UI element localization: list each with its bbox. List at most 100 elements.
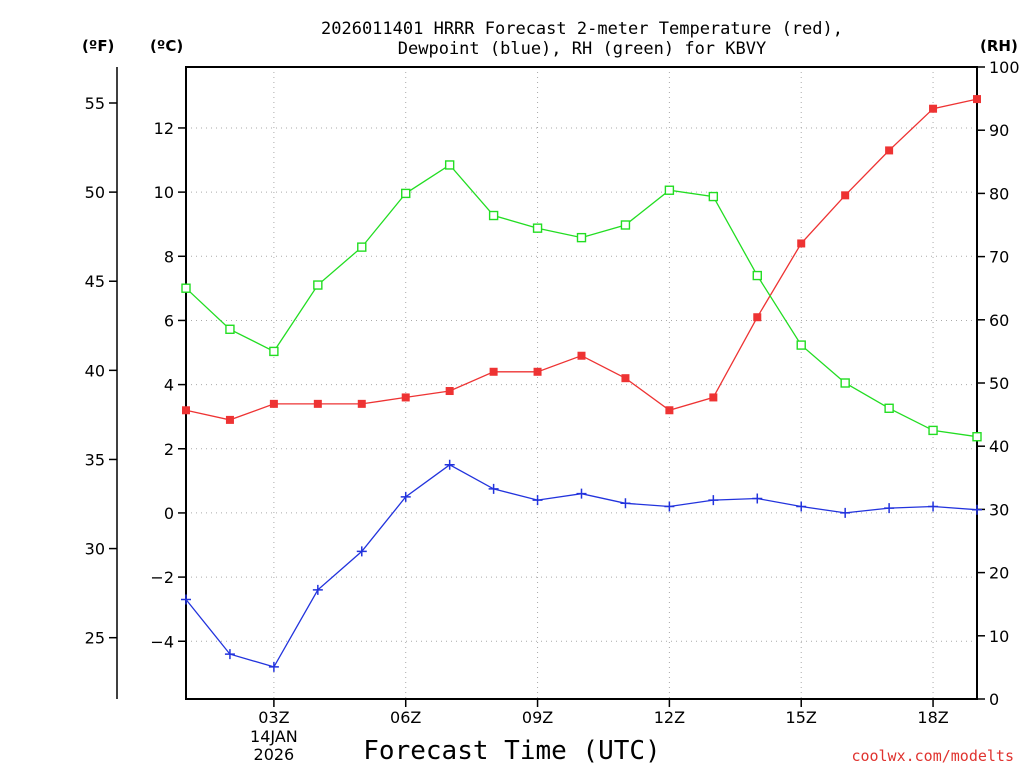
dewpoint-point <box>356 546 367 557</box>
tick-labels: 121086420−2−4555045403530251009080706050… <box>85 58 1020 764</box>
temperature-line <box>185 98 978 421</box>
dewpoint-point <box>752 493 763 504</box>
rh-tick-label: 80 <box>989 184 1009 203</box>
rh-tick-label: 100 <box>989 58 1020 77</box>
celsius-tick-label: 12 <box>154 119 174 138</box>
fahrenheit-tick-label: 40 <box>85 361 105 380</box>
temperature-point <box>533 367 542 376</box>
data-series <box>181 95 982 672</box>
rh-point <box>972 432 982 442</box>
rh-tick-label: 50 <box>989 374 1009 393</box>
celsius-tick-label: 6 <box>164 311 174 330</box>
dewpoint-point <box>532 495 543 506</box>
fahrenheit-tick-label: 35 <box>85 450 105 469</box>
x-tick-label: 15Z <box>786 708 817 727</box>
dewpoint-point <box>884 503 895 514</box>
dewpoint-point <box>664 501 675 512</box>
fahrenheit-tick-label: 55 <box>85 94 105 113</box>
rh-point <box>708 191 719 202</box>
date-label-day: 14JAN <box>250 727 298 746</box>
rh-point <box>444 160 455 170</box>
temperature-point <box>797 239 806 248</box>
x-tick-label: 18Z <box>917 708 948 727</box>
rh-tick-label: 90 <box>989 121 1009 140</box>
dewpoint-point <box>576 488 587 499</box>
rh-point <box>620 220 631 230</box>
dewpoint-point <box>708 495 719 506</box>
rh-point <box>928 425 938 436</box>
rh-tick-label: 70 <box>989 248 1009 267</box>
celsius-unit-label: (ºC) <box>150 37 183 55</box>
rh-point <box>664 185 675 195</box>
rh-point <box>752 270 762 281</box>
dewpoint-point <box>840 507 851 518</box>
x-axis-label: Forecast Time (UTC) <box>363 736 660 766</box>
rh-point <box>796 340 806 350</box>
rh-point <box>269 346 279 357</box>
dewpoint-point <box>312 584 323 595</box>
rh-tick-label: 10 <box>989 627 1009 646</box>
dewpoint-point <box>224 649 235 660</box>
temperature-point <box>621 374 630 383</box>
temperature-point <box>929 104 938 113</box>
rh-tick-label: 0 <box>989 690 999 709</box>
dewpoint-point <box>268 661 279 672</box>
rh-point <box>488 210 499 221</box>
fahrenheit-unit-label: (ºF) <box>82 37 114 55</box>
temperature-point <box>973 95 981 104</box>
temperature-point <box>401 393 410 402</box>
rh-tick-label: 40 <box>989 437 1009 456</box>
dewpoint-point <box>928 501 939 512</box>
fahrenheit-tick-label: 50 <box>85 183 105 202</box>
dewpoint-point <box>488 483 499 494</box>
temperature-point <box>577 351 586 360</box>
chart-title-line2: Dewpoint (blue), RH (green) for KBVY <box>398 39 766 59</box>
temperature-point <box>753 313 762 322</box>
dewpoint-point <box>796 501 807 512</box>
celsius-tick-label: 2 <box>164 440 174 459</box>
temperature-point <box>489 367 498 376</box>
chart-title-line1: 2026011401 HRRR Forecast 2-meter Tempera… <box>321 19 843 39</box>
temperature-point <box>709 393 718 402</box>
dewpoint-point <box>400 491 411 502</box>
rh-point <box>884 403 894 413</box>
x-tick-label: 03Z <box>258 708 289 727</box>
temperature-point <box>665 406 674 415</box>
rh-point <box>313 280 323 290</box>
fahrenheit-tick-label: 25 <box>85 629 105 648</box>
rh-tick-label: 60 <box>989 311 1009 330</box>
dewpoint-point <box>620 498 631 509</box>
x-tick-label: 09Z <box>522 708 553 727</box>
rh-unit-label: (RH) <box>980 37 1018 55</box>
rh-line <box>185 164 978 438</box>
temperature-point <box>225 415 234 424</box>
grid-lines <box>186 67 977 699</box>
plot-frame <box>185 66 978 700</box>
dewpoint-point <box>444 459 455 470</box>
rh-tick-label: 30 <box>989 500 1009 519</box>
celsius-tick-label: 0 <box>164 504 174 523</box>
temperature-point <box>269 399 278 408</box>
date-label-year: 2026 <box>254 745 295 764</box>
rh-point <box>576 232 587 243</box>
rh-tick-label: 20 <box>989 564 1009 583</box>
celsius-tick-label: 8 <box>164 247 174 266</box>
axes <box>109 66 985 707</box>
celsius-tick-label: 4 <box>164 376 174 395</box>
celsius-tick-label: −2 <box>150 568 174 587</box>
temperature-point <box>885 146 894 155</box>
rh-point <box>840 378 850 388</box>
temperature-point <box>313 399 322 408</box>
rh-point <box>532 223 543 233</box>
temperature-point <box>445 387 454 396</box>
celsius-tick-label: −4 <box>150 632 174 651</box>
rh-point <box>225 324 235 334</box>
celsius-tick-label: 10 <box>154 183 174 202</box>
fahrenheit-tick-label: 30 <box>85 540 105 559</box>
x-tick-label: 06Z <box>390 708 421 727</box>
temperature-point <box>841 191 850 200</box>
fahrenheit-tick-label: 45 <box>85 272 105 291</box>
temperature-point <box>357 399 366 408</box>
dewpoint-point <box>972 504 982 515</box>
